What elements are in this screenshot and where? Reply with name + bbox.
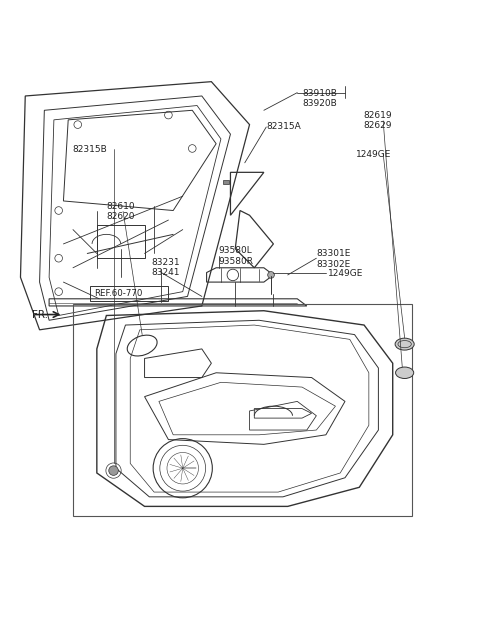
Bar bbox=[223, 180, 229, 184]
Text: 83910B
83920B: 83910B 83920B bbox=[302, 89, 337, 108]
Text: 82619
82629: 82619 82629 bbox=[363, 111, 392, 131]
Text: 1249GE: 1249GE bbox=[356, 150, 391, 159]
Circle shape bbox=[268, 271, 275, 278]
Circle shape bbox=[109, 466, 118, 475]
Ellipse shape bbox=[395, 338, 414, 350]
Text: 83301E
83302E: 83301E 83302E bbox=[316, 249, 351, 269]
Bar bbox=[73, 304, 412, 516]
Text: REF.60-770: REF.60-770 bbox=[95, 289, 143, 298]
Text: FR.: FR. bbox=[33, 310, 48, 319]
Text: 1249GE: 1249GE bbox=[328, 269, 364, 278]
Text: 82315A: 82315A bbox=[266, 122, 301, 131]
Text: 82610
82620: 82610 82620 bbox=[107, 202, 135, 221]
Ellipse shape bbox=[396, 367, 414, 379]
Text: 93580L
93580R: 93580L 93580R bbox=[218, 246, 253, 266]
Text: 83231
83241: 83231 83241 bbox=[152, 258, 180, 278]
Text: 82315B: 82315B bbox=[72, 145, 107, 154]
